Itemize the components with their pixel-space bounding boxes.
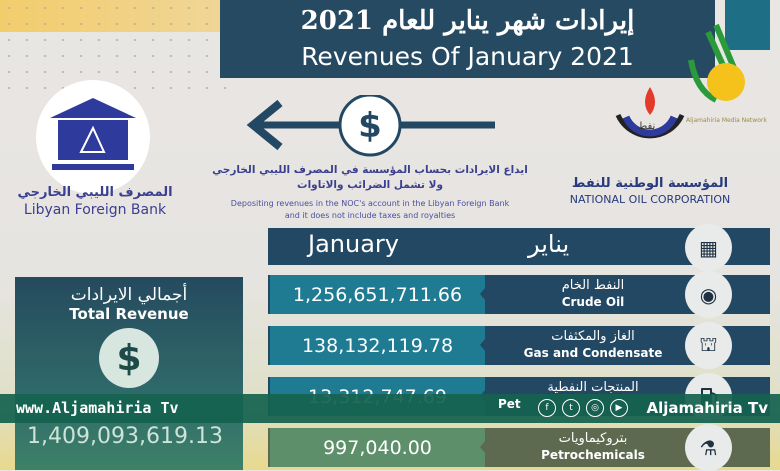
- revenue-value: 138,132,119.78: [270, 326, 485, 365]
- noc-logo: نفط: [610, 85, 690, 170]
- deposit-en-line2: and it does not include taxes and royalt…: [284, 211, 456, 220]
- bank-name-arabic: المصرف الليبي الخارجي: [17, 185, 173, 200]
- revenue-value: 1,256,651,711.66: [270, 275, 485, 314]
- bank-logo: [36, 80, 150, 194]
- revenue-row-gas: 138,132,119.78 الغاز والمكثفات Gas and Co…: [268, 322, 770, 369]
- calendar-icon: ▦: [685, 224, 732, 271]
- month-arabic: يناير: [528, 230, 570, 258]
- row-label-english: Petrochemicals: [541, 448, 645, 462]
- twitter-icon[interactable]: t: [562, 399, 580, 417]
- revenue-row-crude-oil: 1,256,651,711.66 النفط الخام Crude Oil ◉: [268, 271, 770, 318]
- arrow-left-icon: [246, 95, 495, 157]
- row-label-arabic: المنتجات النفطية: [547, 380, 639, 395]
- oil-barrel-icon: ◉: [685, 271, 732, 318]
- dot-pattern: [0, 0, 230, 90]
- facebook-icon[interactable]: f: [538, 399, 556, 417]
- revenue-row-petrochemicals: 997,040.00 بتروكيماويات Petrochemicals ⚗: [268, 424, 770, 471]
- deposit-note-english: Depositing revenues in the NOC's account…: [195, 198, 545, 222]
- deposit-ar-line1: ايداع الايرادات بحساب المؤسسة في المصرف …: [212, 164, 528, 176]
- total-revenue-value: 1,409,093,619.13: [27, 424, 223, 449]
- row-label-english: Gas and Condensate: [523, 346, 663, 360]
- row-label-english: Pet: [498, 397, 521, 411]
- row-label-arabic: النفط الخام: [561, 278, 625, 293]
- watermark-url: www.Aljamahiria Tv: [16, 399, 179, 417]
- dollar-icon: $: [99, 328, 159, 388]
- title-box: إيرادات شهر يناير للعام 2021 Revenues Of…: [220, 0, 715, 78]
- total-label-arabic: أجمالي الايرادات: [70, 285, 188, 305]
- instagram-icon[interactable]: ◎: [586, 399, 604, 417]
- dollar-icon: $: [358, 106, 382, 146]
- youtube-icon[interactable]: ▶: [610, 399, 628, 417]
- month-english: January: [308, 230, 399, 258]
- bank-name-english: Libyan Foreign Bank: [23, 202, 167, 218]
- total-revenue-box: أجمالي الايرادات Total Revenue $ 1,409,0…: [15, 277, 243, 470]
- logo-caption: Aljamahiria Media Network: [686, 117, 767, 124]
- noc-logo-text: نفط: [638, 121, 656, 132]
- row-label-english: Crude Oil: [561, 295, 625, 309]
- title-arabic: إيرادات شهر يناير للعام 2021: [300, 6, 635, 36]
- deposit-note-arabic: ايداع الايرادات بحساب المؤسسة في المصرف …: [200, 163, 540, 193]
- noc-name-arabic: المؤسسة الوطنية للنفط: [571, 176, 729, 191]
- title-english: Revenues Of January 2021: [301, 42, 634, 71]
- noc-name-english: NATIONAL OIL CORPORATION: [569, 193, 731, 206]
- total-label-english: Total Revenue: [69, 305, 189, 323]
- aljamahiria-logo: Aljamahiria Media Network: [686, 20, 771, 130]
- deposit-en-line1: Depositing revenues in the NOC's account…: [230, 199, 510, 208]
- deposit-ar-line2: ولا تشمل الضرائب والاتاوات: [297, 179, 443, 191]
- revenue-value: 997,040.00: [270, 428, 485, 467]
- watermark-banner: www.Aljamahiria Tv f t ◎ ▶ Aljamahiria T…: [0, 394, 780, 423]
- oil-rig-icon: ⛫: [685, 322, 732, 369]
- month-header: January يناير ▦: [268, 224, 770, 271]
- teal-block: [725, 0, 770, 50]
- row-label-arabic: بتروكيماويات: [558, 431, 628, 446]
- row-label-arabic: الغاز والمكثفات: [551, 329, 635, 344]
- watermark-brand: Aljamahiria Tv: [646, 399, 768, 417]
- lab-flask-icon: ⚗: [685, 424, 732, 471]
